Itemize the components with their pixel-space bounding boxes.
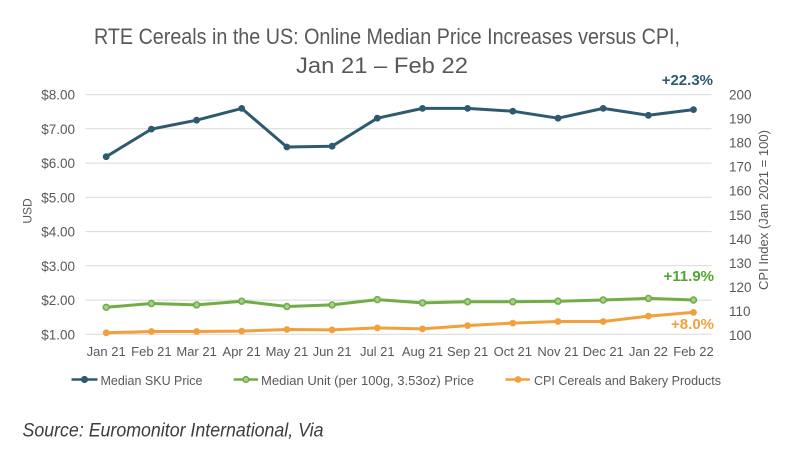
svg-text:190: 190 [729,112,752,127]
svg-text:120: 120 [729,280,752,295]
svg-text:Mar 21: Mar 21 [176,344,216,359]
svg-text:CPI Cereals and Bakery Product: CPI Cereals and Bakery Products [534,373,721,388]
svg-text:USD: USD [21,198,35,224]
svg-text:150: 150 [729,208,752,223]
svg-text:130: 130 [729,256,752,271]
svg-text:Source: Euromonitor Internatio: Source: Euromonitor International, Via [23,420,324,442]
svg-text:+8.0%: +8.0% [671,316,714,333]
svg-text:140: 140 [729,232,752,247]
svg-text:$8.00: $8.00 [41,88,75,103]
svg-text:180: 180 [729,136,752,151]
svg-text:Jan 21: Jan 21 [87,344,126,359]
svg-text:$6.00: $6.00 [41,156,75,171]
svg-text:Oct 21: Oct 21 [494,344,532,359]
svg-text:Jan 22: Jan 22 [629,344,668,359]
svg-text:Nov 21: Nov 21 [537,344,578,359]
svg-text:200: 200 [729,88,752,103]
svg-text:Aug 21: Aug 21 [402,344,443,359]
svg-text:CPI Index (Jan 2021 = 100): CPI Index (Jan 2021 = 100) [756,130,771,290]
svg-text:$2.00: $2.00 [41,293,75,308]
svg-text:Dec 21: Dec 21 [583,344,624,359]
svg-text:$4.00: $4.00 [41,225,75,240]
svg-text:Jul 21: Jul 21 [360,344,395,359]
svg-text:160: 160 [729,184,752,199]
svg-text:Jun 21: Jun 21 [313,344,352,359]
svg-text:Feb 21: Feb 21 [131,344,171,359]
svg-text:+11.9%: +11.9% [664,268,714,285]
svg-text:$7.00: $7.00 [41,122,75,137]
svg-text:$3.00: $3.00 [41,259,75,274]
svg-text:+22.3%: +22.3% [662,72,713,89]
svg-text:Jan 21 – Feb 22: Jan 21 – Feb 22 [296,53,468,78]
svg-text:May 21: May 21 [266,344,309,359]
svg-text:Sep 21: Sep 21 [447,344,488,359]
svg-text:$5.00: $5.00 [41,190,75,205]
svg-text:Median SKU Price: Median SKU Price [101,373,203,388]
svg-text:RTE Cereals in the US: Online: RTE Cereals in the US: Online Median Pri… [94,24,680,49]
svg-text:$1.00: $1.00 [41,327,75,342]
svg-text:100: 100 [729,328,752,343]
svg-text:Median Unit (per 100g, 3.53oz): Median Unit (per 100g, 3.53oz) Price [261,373,474,388]
svg-text:Apr 21: Apr 21 [223,344,261,359]
svg-text:170: 170 [729,160,752,175]
svg-text:Feb 22: Feb 22 [673,344,713,359]
svg-text:110: 110 [729,304,751,319]
